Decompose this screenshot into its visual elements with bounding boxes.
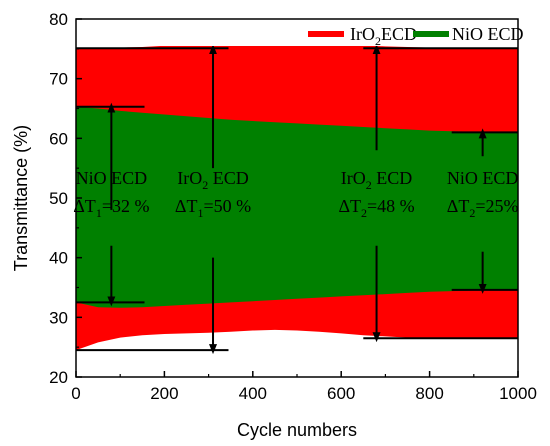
x-tick-label: 1000	[499, 384, 537, 403]
y-tick-label: 30	[49, 308, 68, 327]
annotation-label: NiO ECD	[76, 168, 148, 188]
annotation-value: ΔT2=48 %	[338, 196, 414, 220]
x-tick-label: 200	[150, 384, 178, 403]
x-tick-label: 0	[71, 384, 80, 403]
legend-background	[77, 20, 517, 46]
y-tick-label: 20	[49, 368, 68, 387]
x-tick-label: 400	[239, 384, 267, 403]
annotation-label: IrO2 ECD	[177, 168, 249, 192]
annotation-value: ΔT1=50 %	[175, 196, 251, 220]
annotation-label: IrO2 ECD	[341, 168, 413, 192]
legend-label: NiO ECD	[452, 24, 524, 44]
legend-label: IrO2ECD	[350, 24, 417, 48]
x-tick-label: 800	[415, 384, 443, 403]
annotations-layer: NiO ECD ΔT1=32 % IrO2 ECD ΔT1=50 % IrO2 ECD Δ…	[73, 168, 518, 220]
axes-layer: 0 200 400 600 800 1000 20 30 40 50 60 70 80	[49, 10, 537, 403]
x-axis-title: Cycle numbers	[237, 420, 357, 440]
y-tick-label: 50	[49, 189, 68, 208]
reference-lines-layer	[76, 47, 518, 352]
y-tick-label: 60	[49, 129, 68, 148]
annotation-value: ΔT2=25%	[447, 196, 519, 220]
annotation-label: NiO ECD	[447, 168, 519, 188]
annotation-value: ΔT1=32 %	[73, 196, 149, 220]
y-tick-label: 80	[49, 10, 68, 29]
y-axis-title: Transmittance (%)	[11, 125, 31, 271]
band-nio	[76, 106, 518, 308]
x-tick-label: 600	[327, 384, 355, 403]
y-tick-label: 70	[49, 70, 68, 89]
arrows-layer	[107, 44, 487, 355]
y-tick-label: 40	[49, 249, 68, 268]
bands-layer	[76, 41, 518, 351]
legend: IrO2ECD NiO ECD	[77, 20, 524, 48]
